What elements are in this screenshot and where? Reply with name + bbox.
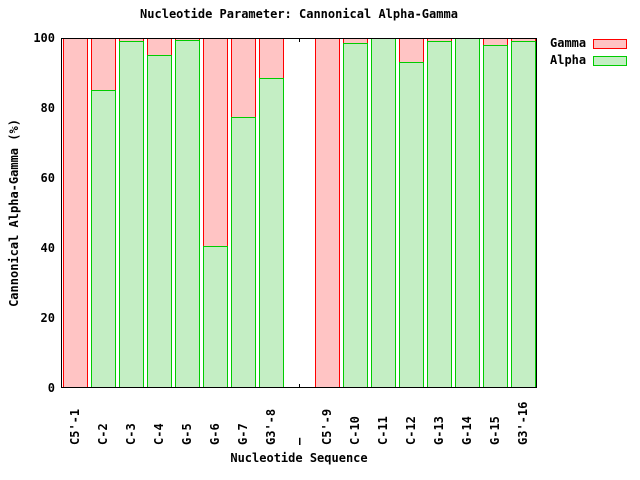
legend: Gamma Alpha	[550, 37, 627, 71]
bar-alpha-C-3	[119, 41, 144, 388]
bar-alpha-G3'-8	[259, 78, 284, 388]
x-tick-label-text: G-7	[236, 423, 250, 445]
legend-row-alpha: Alpha	[550, 54, 627, 67]
y-tick-label-100: 100	[33, 31, 55, 45]
bar-alpha-G-15	[483, 45, 508, 388]
x-tick-label-text: C-11	[376, 416, 390, 445]
x-tick-label-text: C-2	[96, 423, 110, 445]
x-tick-label-text: G-15	[488, 416, 502, 445]
legend-label-alpha: Alpha	[550, 53, 587, 67]
chart-title: Nucleotide Parameter: Cannonical Alpha-G…	[140, 7, 458, 21]
legend-label-gamma: Gamma	[550, 36, 587, 50]
legend-row-gamma: Gamma	[550, 37, 627, 50]
x-tick-label-text: C5'-9	[320, 408, 334, 445]
bar-gamma-C5'-9	[315, 38, 340, 388]
x-tick-mark	[299, 384, 300, 388]
y-tick-label-80: 80	[40, 101, 55, 115]
bar-alpha-C-2	[91, 90, 116, 388]
y-tick-label-0: 0	[47, 381, 55, 395]
bar-alpha-G-14	[455, 38, 480, 388]
x-tick-label-text: C5'-1	[68, 408, 82, 445]
bar-alpha-C-10	[343, 43, 368, 388]
x-tick-label-text: G-14	[460, 416, 474, 445]
x-tick-label-text: —	[292, 437, 306, 445]
bar-alpha-C-4	[147, 55, 172, 388]
bar-alpha-G-7	[231, 117, 256, 388]
x-tick-label-text: C-12	[404, 416, 418, 445]
bar-alpha-G-13	[427, 41, 452, 388]
legend-swatch-gamma	[593, 38, 627, 49]
bar-alpha-G-5	[175, 40, 200, 388]
y-axis-title-text: Cannonical Alpha-Gamma (%)	[7, 119, 21, 307]
x-tick-label-text: G3'-8	[264, 408, 278, 445]
x-tick-mark	[299, 38, 300, 42]
bar-gamma-C5'-1	[63, 38, 88, 388]
x-tick-label-text: C-4	[152, 423, 166, 445]
plot-area	[61, 38, 537, 388]
y-tick-label-60: 60	[40, 171, 55, 185]
x-tick-label-text: C-10	[348, 416, 362, 445]
y-tick-label-40: 40	[40, 241, 55, 255]
x-tick-labels: C5'-1 C-2 C-3 C-4 G-5 G-6 G-7 G3'-8 — C5'-9 C-10 C-…	[61, 388, 537, 458]
y-axis-title: Cannonical Alpha-Gamma (%)	[1, 38, 27, 388]
x-tick-label-text: G-13	[432, 416, 446, 445]
legend-swatch-alpha	[593, 55, 627, 66]
bar-alpha-G-6	[203, 246, 228, 388]
y-tick-label-20: 20	[40, 311, 55, 325]
x-axis-title: Nucleotide Sequence	[230, 451, 368, 465]
x-tick-label-text: C-3	[124, 423, 138, 445]
bar-alpha-G3'-16	[511, 41, 536, 388]
bar-alpha-C-11	[371, 38, 396, 388]
x-tick-label-text: G-6	[208, 423, 222, 445]
x-tick-label-text: G-5	[180, 423, 194, 445]
x-tick-label-text: G3'-16	[516, 401, 530, 445]
bar-alpha-C-12	[399, 62, 424, 388]
